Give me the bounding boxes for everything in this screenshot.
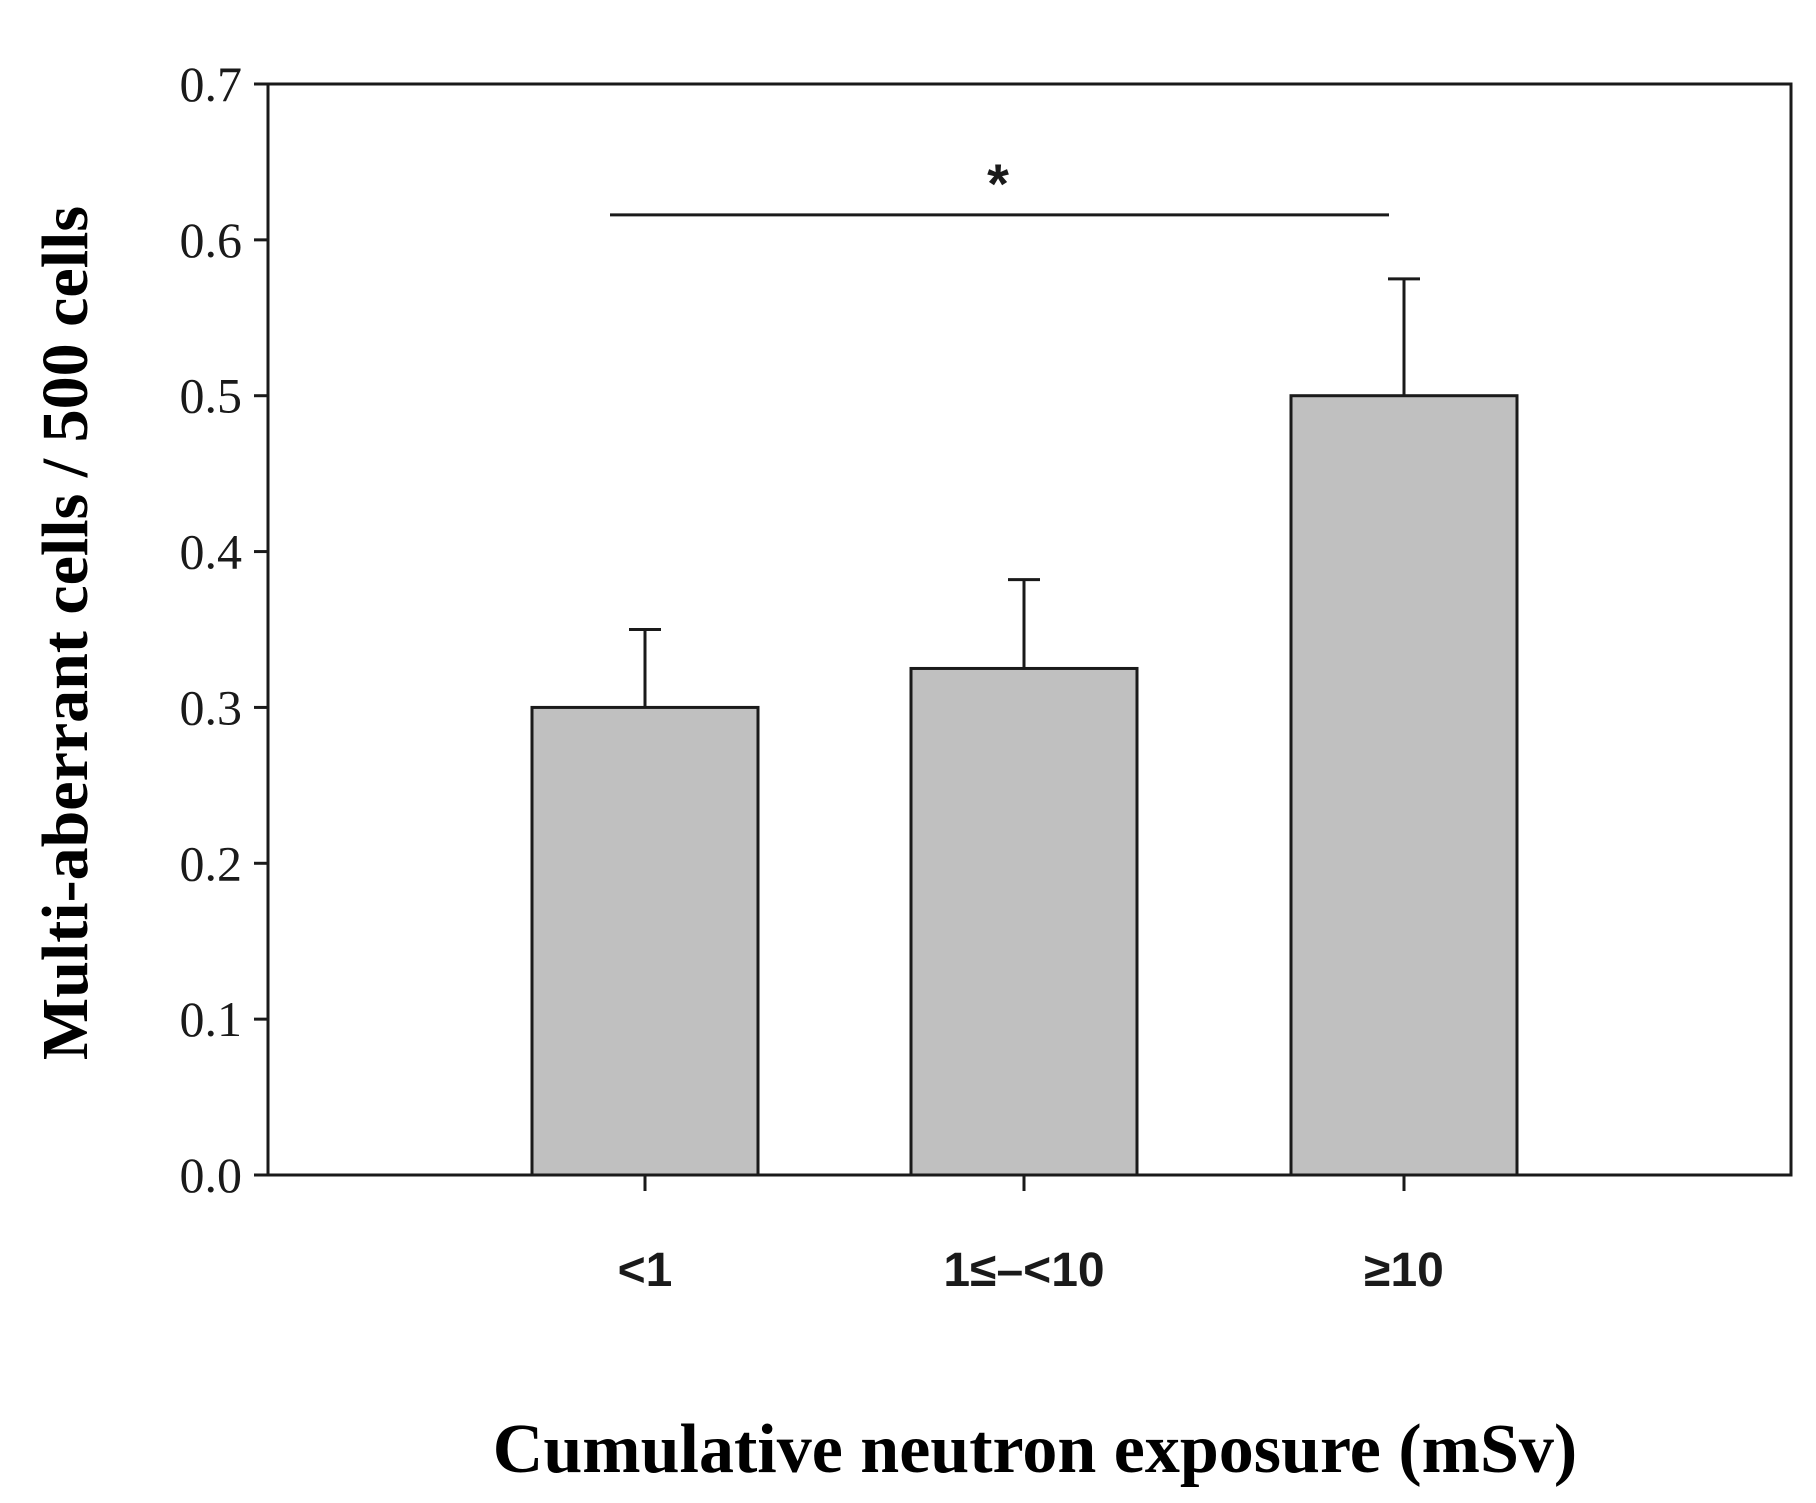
y-tick-label: 0.7 [180,56,243,112]
y-tick-label: 0.1 [180,991,243,1047]
bar [909,666,1139,1177]
y-tick-label: 0.6 [180,212,243,268]
error-bar [629,628,661,708]
error-bar [1008,578,1040,669]
y-tick-label: 0.5 [180,368,243,424]
significance-label: * [987,152,1009,215]
y-tick-label: 0.2 [180,835,243,891]
error-bar [1388,277,1420,396]
y-axis-title: Multi-aberrant cells / 500 cells [29,206,102,1060]
bar [1289,394,1519,1177]
bar [530,705,760,1177]
y-tick-label: 0.0 [180,1147,243,1203]
x-axis-title: Cumulative neutron exposure (mSv) [493,1411,1577,1488]
y-tick-label: 0.4 [180,524,243,580]
y-tick-label: 0.3 [180,679,243,735]
x-tick-label: ≥10 [1364,1244,1444,1297]
x-tick-label: 1≤–<10 [943,1244,1104,1297]
x-tick-label: <1 [618,1244,673,1297]
